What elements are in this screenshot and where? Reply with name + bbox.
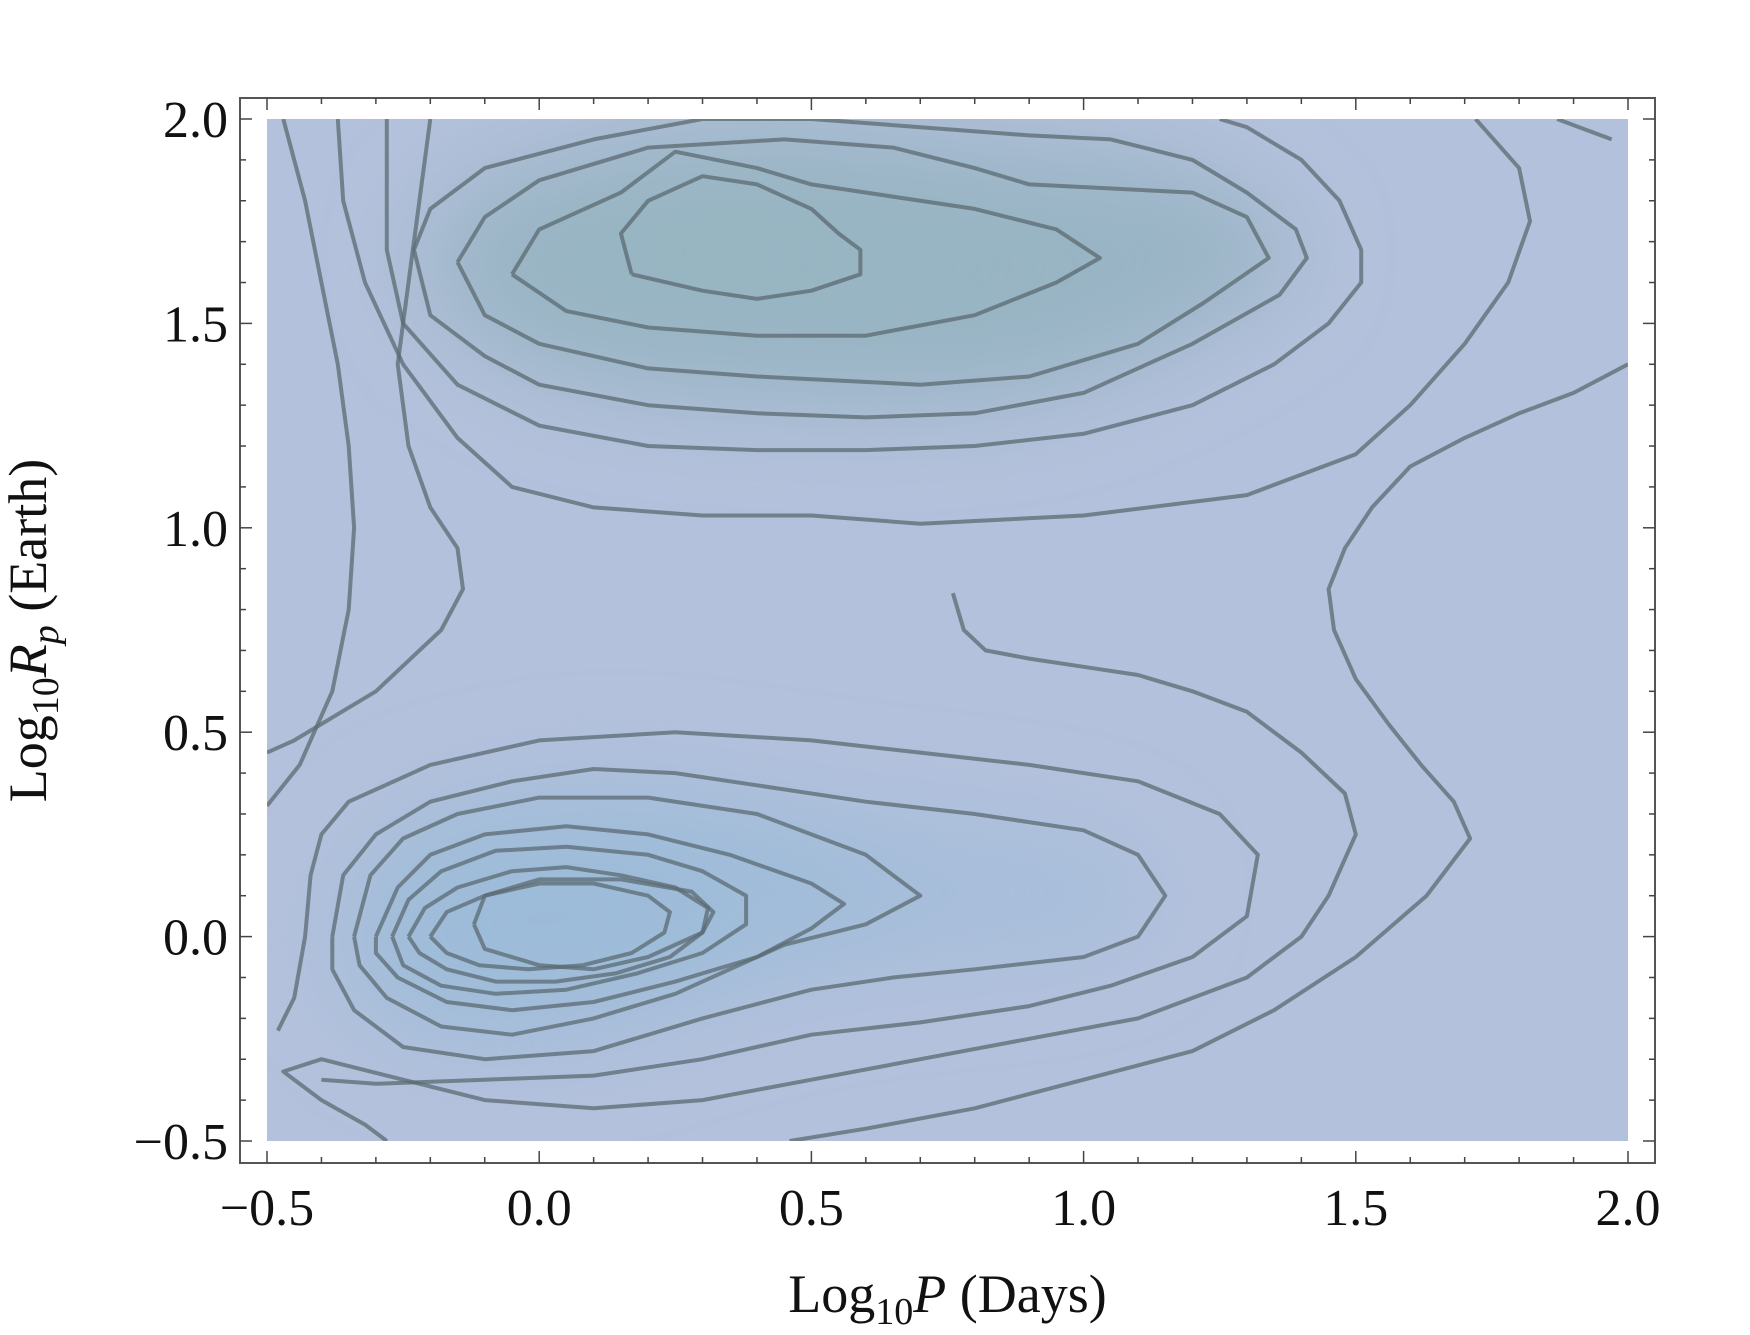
x-axis-label: Log10P (Days) — [788, 1264, 1106, 1333]
density-level-fill — [430, 883, 670, 970]
contour-line — [510, 149, 1102, 338]
contour-line — [1556, 119, 1613, 142]
contour-line — [472, 877, 716, 972]
density-field — [267, 119, 1628, 1141]
x-axis: −0.5 0.0 0.5 1.0 1.5 2.0 — [220, 98, 1661, 1237]
contour-line — [267, 119, 465, 755]
x-tick-label: 1.5 — [1323, 1180, 1388, 1237]
contour-line — [390, 844, 749, 996]
contour-line — [352, 795, 923, 1037]
y-axis: −0.5 0.0 0.5 1.0 1.5 2.0 — [134, 92, 1655, 1171]
y-tick-label: 2.0 — [163, 92, 228, 149]
contour-line — [373, 824, 847, 1013]
contour-line — [618, 174, 863, 301]
contour-line — [281, 592, 1358, 1141]
x-tick-label: 0.5 — [779, 1180, 844, 1237]
y-tick-label: −0.5 — [134, 1114, 228, 1171]
contour-line — [412, 119, 1309, 420]
y-axis-label: Log10Rp (Earth) — [0, 459, 67, 802]
contour-line — [455, 137, 1271, 387]
x-tick-label: 2.0 — [1596, 1180, 1661, 1237]
y-tick-label: 1.0 — [163, 501, 228, 558]
contour-line — [789, 362, 1628, 1141]
x-tick-label: 1.0 — [1051, 1180, 1116, 1237]
contour-line — [276, 730, 1260, 1086]
contour-line — [330, 767, 1168, 1062]
y-tick-label: 0.0 — [163, 910, 228, 967]
y-tick-label: 1.5 — [163, 296, 228, 353]
contour-lines — [267, 119, 1628, 1141]
plot-frame — [239, 97, 1656, 1164]
x-tick-label: 0.0 — [507, 1180, 572, 1237]
x-tick-label: −0.5 — [220, 1180, 314, 1237]
contour-line — [384, 119, 1364, 453]
contour-line — [428, 881, 672, 972]
y-tick-label: 0.5 — [163, 705, 228, 762]
contour-line — [406, 865, 710, 984]
contour-line — [335, 119, 1532, 526]
